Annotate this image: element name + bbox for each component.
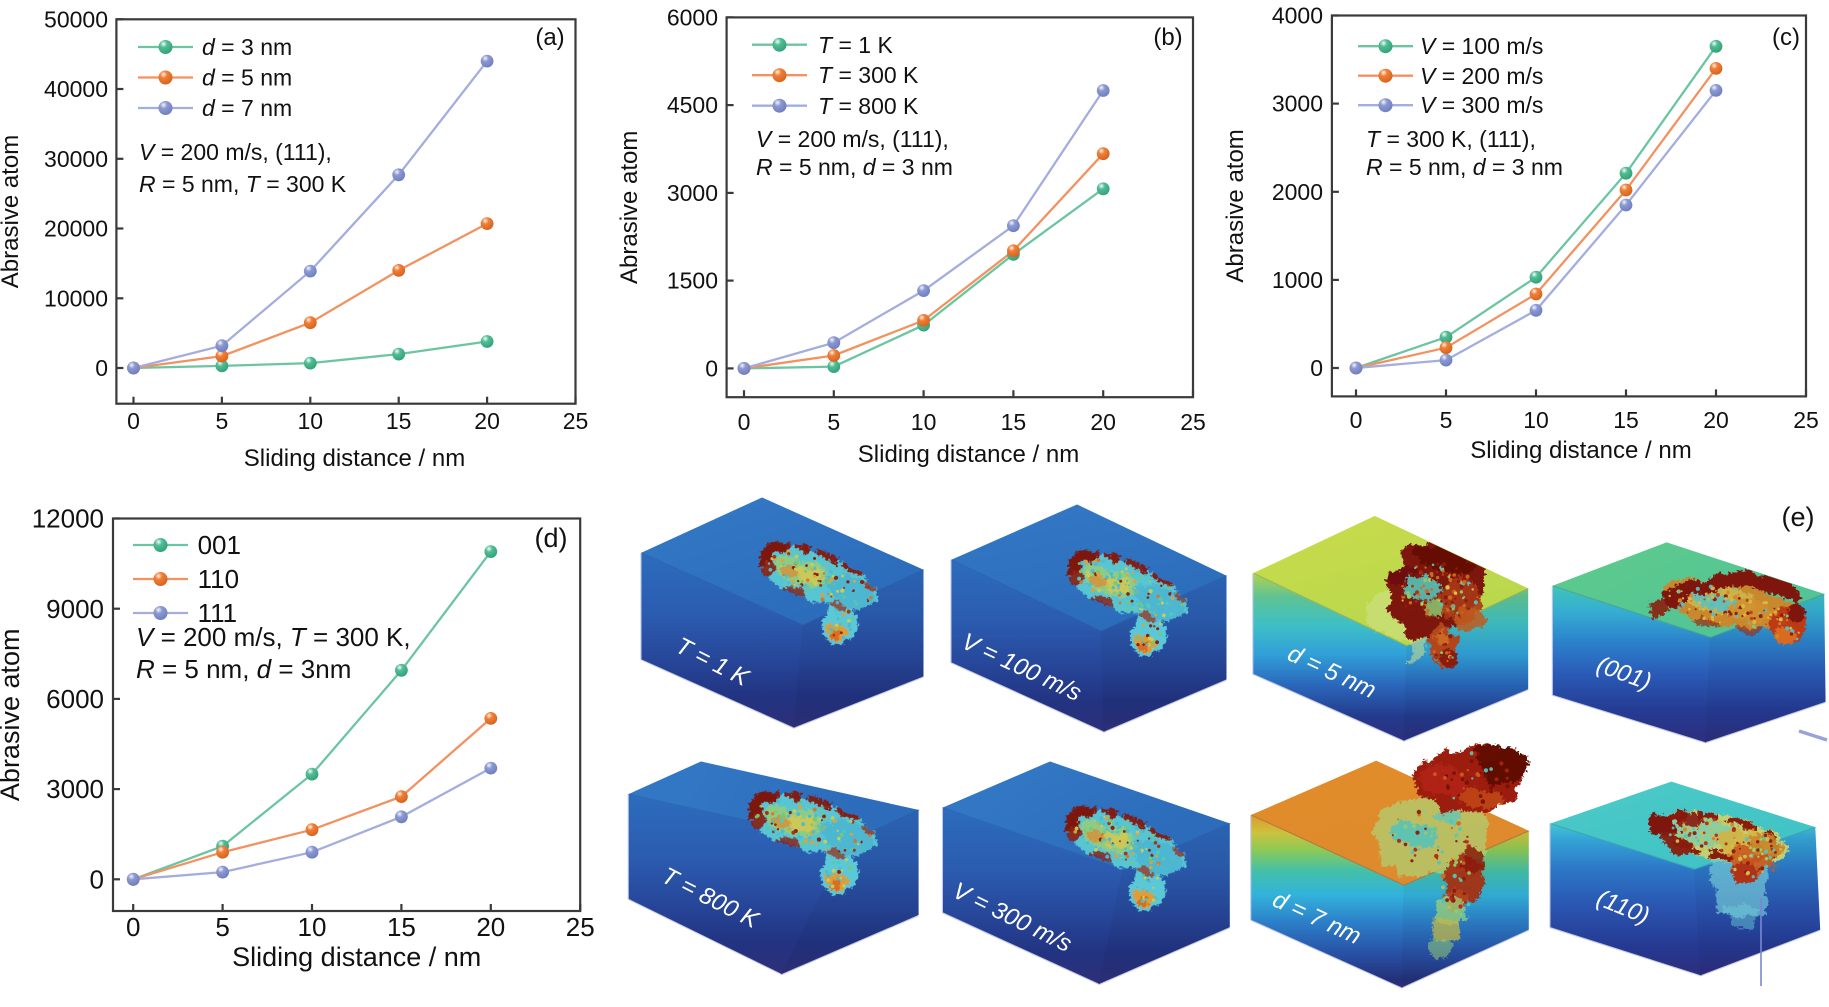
svg-text:15: 15	[1613, 407, 1639, 433]
svg-text:0: 0	[126, 912, 140, 942]
svg-text:0: 0	[705, 355, 718, 381]
svg-text:10: 10	[298, 408, 324, 434]
svg-text:Sliding distance / nm: Sliding distance / nm	[232, 942, 481, 972]
svg-text:V = 200 m/s: V = 200 m/s	[1420, 63, 1543, 89]
svg-text:3000: 3000	[1272, 91, 1323, 117]
svg-text:6000: 6000	[46, 684, 104, 714]
svg-text:Sliding distance / nm: Sliding distance / nm	[244, 445, 465, 472]
svg-text:15: 15	[386, 408, 412, 434]
svg-text:V = 200 m/s, (111),: V = 200 m/s, (111),	[139, 139, 332, 165]
svg-text:3000: 3000	[667, 180, 718, 206]
svg-text:2000: 2000	[1272, 179, 1323, 205]
svg-text:Sliding distance / nm: Sliding distance / nm	[858, 441, 1079, 468]
svg-text:4000: 4000	[1272, 3, 1323, 29]
svg-text:20: 20	[1090, 409, 1116, 435]
svg-text:10000: 10000	[44, 285, 108, 311]
svg-text:0: 0	[127, 408, 140, 434]
svg-text:15: 15	[387, 912, 416, 942]
svg-text:0: 0	[1310, 355, 1323, 381]
svg-text:d = 5 nm: d = 5 nm	[202, 65, 292, 91]
svg-text:10: 10	[1523, 407, 1549, 433]
svg-text:40000: 40000	[44, 76, 108, 102]
svg-text:(a): (a)	[535, 24, 564, 51]
svg-text:T = 300 K, (111),: T = 300 K, (111),	[1366, 126, 1536, 152]
svg-text:Abrasive atom: Abrasive atom	[0, 135, 24, 288]
svg-text:R = 5 nm, d = 3nm: R = 5 nm, d = 3nm	[136, 654, 351, 684]
svg-text:5: 5	[216, 408, 229, 434]
svg-text:R = 5 nm, d = 3 nm: R = 5 nm, d = 3 nm	[1366, 154, 1563, 180]
svg-text:9000: 9000	[46, 594, 104, 624]
svg-text:20000: 20000	[44, 216, 108, 242]
svg-text:10: 10	[298, 912, 327, 942]
svg-text:25: 25	[1180, 409, 1206, 435]
svg-text:0: 0	[738, 409, 751, 435]
svg-text:Abrasive atom: Abrasive atom	[616, 131, 643, 284]
svg-text:(c): (c)	[1772, 24, 1800, 51]
svg-text:0: 0	[1350, 407, 1363, 433]
svg-text:6000: 6000	[667, 4, 718, 30]
svg-text:V = 200 m/s, (111),: V = 200 m/s, (111),	[756, 126, 949, 152]
svg-text:12000: 12000	[32, 504, 104, 534]
svg-text:Sliding distance / nm: Sliding distance / nm	[1470, 437, 1691, 464]
svg-text:V = 300 m/s: V = 300 m/s	[1420, 92, 1543, 118]
svg-text:4500: 4500	[667, 92, 718, 118]
svg-text:(e): (e)	[1782, 502, 1815, 532]
svg-text:111: 111	[198, 598, 238, 628]
svg-text:5: 5	[827, 409, 840, 435]
svg-text:Abrasive atom: Abrasive atom	[1222, 129, 1249, 282]
svg-text:(d): (d)	[535, 523, 568, 553]
svg-text:5: 5	[215, 912, 229, 942]
svg-text:20: 20	[476, 912, 505, 942]
svg-text:0: 0	[90, 864, 104, 894]
svg-text:0: 0	[95, 355, 108, 381]
svg-text:T = 1 K: T = 1 K	[818, 32, 893, 58]
svg-text:3000: 3000	[46, 774, 104, 804]
svg-text:1500: 1500	[667, 268, 718, 294]
svg-text:T = 300 K: T = 300 K	[818, 62, 919, 88]
svg-text:25: 25	[563, 408, 589, 434]
svg-text:V = 200 m/s, T = 300 K,: V = 200 m/s, T = 300 K,	[136, 622, 411, 652]
svg-text:15: 15	[1001, 409, 1027, 435]
svg-text:50000: 50000	[44, 6, 108, 32]
svg-text:d = 3 nm: d = 3 nm	[202, 34, 292, 60]
svg-text:25: 25	[1793, 407, 1819, 433]
svg-text:1000: 1000	[1272, 267, 1323, 293]
svg-text:20: 20	[1703, 407, 1729, 433]
svg-text:Abrasive atom: Abrasive atom	[0, 629, 25, 802]
svg-text:110: 110	[198, 564, 239, 594]
svg-text:V = 100 m/s: V = 100 m/s	[1420, 33, 1543, 59]
svg-text:5: 5	[1440, 407, 1453, 433]
svg-text:30000: 30000	[44, 146, 108, 172]
svg-text:T = 800 K: T = 800 K	[818, 93, 919, 119]
svg-text:R = 5 nm, d = 3 nm: R = 5 nm, d = 3 nm	[756, 154, 953, 180]
svg-text:(b): (b)	[1153, 24, 1182, 51]
svg-text:R = 5 nm, T = 300 K: R = 5 nm, T = 300 K	[139, 171, 347, 197]
svg-text:d = 7 nm: d = 7 nm	[202, 95, 292, 121]
svg-text:20: 20	[474, 408, 500, 434]
svg-text:10: 10	[911, 409, 937, 435]
svg-text:001: 001	[198, 530, 241, 560]
svg-text:25: 25	[566, 912, 595, 942]
